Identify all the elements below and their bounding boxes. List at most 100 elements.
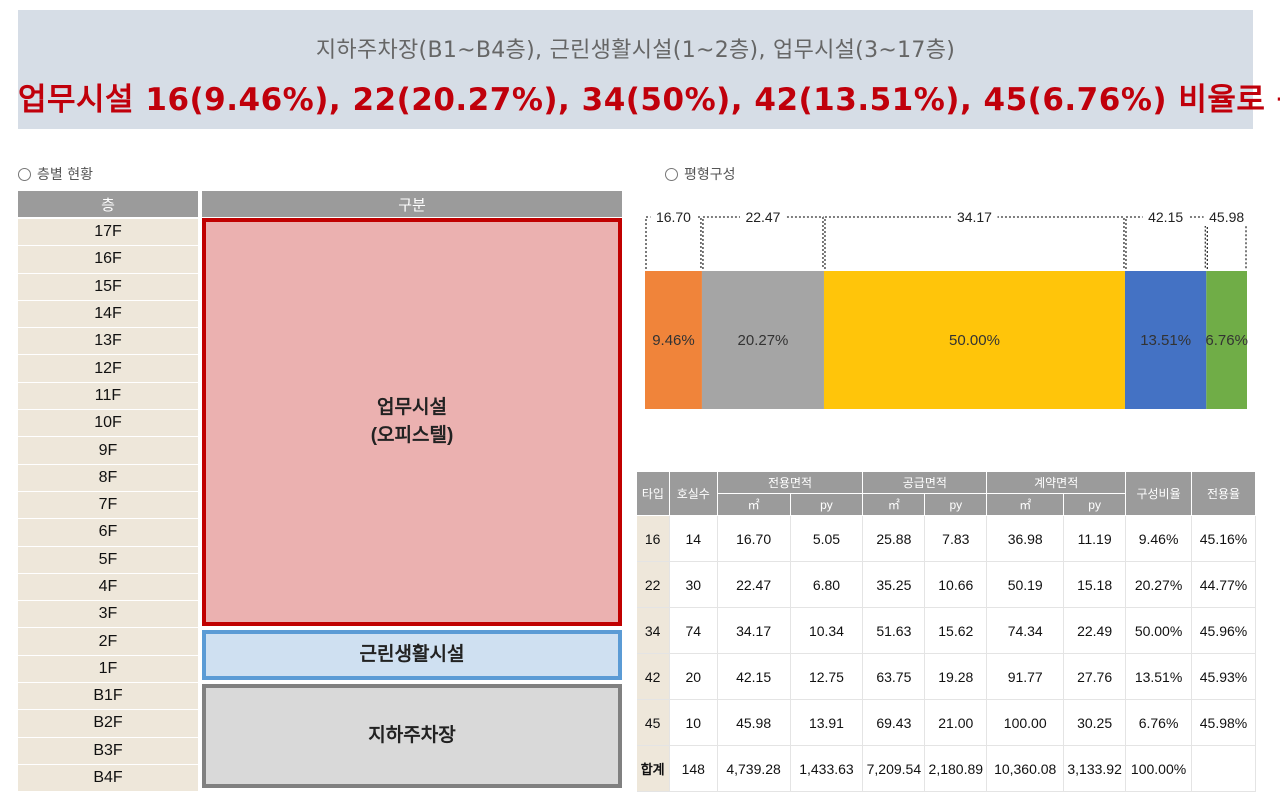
cell-ratio: 50.00%	[1125, 607, 1193, 654]
cell-exclusive-py: 10.34	[790, 607, 864, 654]
zone-parking: 지하주차장	[202, 684, 622, 788]
zone-office-label: 업무시설	[377, 397, 447, 418]
cell-ratio: 6.76%	[1125, 699, 1193, 746]
total-cell-supply-py: 2,180.89	[924, 745, 988, 792]
unit-mix-chart-svg: 9.46% 16.70 20.27% 22.47 50.00% 34.17 13.51% 42…	[645, 208, 1250, 409]
th-contract: 계약면적	[986, 471, 1127, 494]
floor-cell: B4F	[18, 764, 198, 793]
bar-percent-label: 50.00%	[949, 332, 1000, 349]
table-row: 22 30 22.47 6.80 35.25 10.66 50.19 15.18 20.27% 4…	[636, 561, 1256, 608]
bar-segment-45.98	[1206, 271, 1247, 409]
cell-count: 10	[669, 699, 718, 746]
dimension-label: 42.15	[1148, 209, 1183, 225]
cell-exclusive-py: 5.05	[790, 515, 864, 562]
dimension-label: 34.17	[957, 209, 992, 225]
cell-supply-py: 21.00	[924, 699, 988, 746]
th-count: 호실수	[668, 471, 718, 516]
dimension-bracket	[1206, 216, 1247, 269]
type-column-header: 구분	[202, 191, 622, 217]
floor-cell: 1F	[18, 655, 198, 684]
cell-exclusive-sqm: 42.15	[717, 653, 791, 700]
banner-title: 업무시설 16(9.46%), 22(20.27%), 34(50%), 42(…	[18, 82, 1280, 118]
dimension-label: 45.98	[1209, 209, 1244, 225]
cell-exclusive-sqm: 45.98	[717, 699, 791, 746]
floor-cell: 2F	[18, 628, 198, 656]
zone-office: 업무시설 (오피스텔)	[202, 218, 622, 626]
cell-contract-sqm: 91.77	[986, 653, 1065, 700]
cell-count: 14	[669, 515, 718, 562]
floor-cell: 10F	[18, 410, 198, 438]
cell-exclusive-sqm: 16.70	[717, 515, 791, 562]
dimension-label: 22.47	[745, 209, 780, 225]
zone-retail: 근린생활시설	[202, 630, 622, 680]
th-type: 타입	[636, 471, 670, 516]
dimension-bracket	[1125, 216, 1206, 269]
cell-supply-sqm: 51.63	[862, 607, 926, 654]
cell-contract-py: 15.18	[1063, 561, 1127, 608]
th-exclusive-sqm: ㎡	[716, 493, 791, 516]
table-row: 42 20 42.15 12.75 63.75 19.28 91.77 27.76 13.51%…	[636, 653, 1256, 700]
cell-exclusive-sqm: 22.47	[717, 561, 791, 608]
cell-contract-py: 27.76	[1063, 653, 1127, 700]
dimension-label: 16.70	[656, 209, 691, 225]
header-banner: 지하주차장(B1~B4층), 근린생활시설(1~2층), 업무시설(3~17층)…	[18, 10, 1280, 129]
floor-cell: 7F	[18, 491, 198, 520]
cell-type: 42	[636, 653, 670, 700]
floor-section-label: 층별 현황	[18, 164, 93, 184]
zone-office-sublabel: (오피스텔)	[370, 425, 454, 446]
cell-supply-py: 15.62	[924, 607, 988, 654]
floor-cell: 11F	[18, 382, 198, 411]
th-exclusive-py: py	[789, 493, 864, 516]
cell-ratio: 13.51%	[1125, 653, 1193, 700]
floor-cell: 15F	[18, 273, 198, 301]
cell-supply-py: 19.28	[924, 653, 988, 700]
plan-section-title: 평형구성	[684, 167, 736, 183]
plan-section-label: 평형구성	[665, 164, 736, 184]
total-cell-supply-sqm: 7,209.54	[862, 745, 926, 792]
cell-efficiency: 45.16%	[1191, 515, 1256, 562]
cell-supply-sqm: 63.75	[862, 653, 926, 700]
cell-efficiency: 45.93%	[1191, 653, 1256, 700]
cell-count: 20	[669, 653, 718, 700]
bar-percent-label: 13.51%	[1140, 332, 1191, 349]
bar-segment-16.70	[645, 271, 702, 409]
cell-contract-sqm: 100.00	[986, 699, 1065, 746]
cell-supply-py: 10.66	[924, 561, 988, 608]
total-cell-exclusive-py: 1,433.63	[790, 745, 864, 792]
cell-efficiency: 45.98%	[1191, 699, 1256, 746]
th-efficiency: 전용율	[1191, 471, 1256, 516]
floor-cell: B1F	[18, 683, 198, 711]
th-supply-sqm: ㎡	[862, 493, 926, 516]
cell-exclusive-py: 12.75	[790, 653, 864, 700]
cell-contract-py: 22.49	[1063, 607, 1127, 654]
bar-segment-42.15	[1124, 271, 1207, 409]
floor-cell: 17F	[18, 219, 198, 247]
unit-mix-chart: 9.46% 16.70 20.27% 22.47 50.00% 34.17 13.51% 42…	[640, 195, 1255, 415]
floor-cell: B3F	[18, 737, 198, 765]
cell-contract-py: 30.25	[1063, 699, 1127, 746]
floor-column-header: 층	[18, 191, 198, 217]
th-contract-sqm: ㎡	[986, 493, 1065, 516]
zone-parking-label: 지하주차장	[368, 725, 456, 746]
cell-exclusive-py: 6.80	[790, 561, 864, 608]
floor-cell: B2F	[18, 710, 198, 738]
th-supply: 공급면적	[862, 471, 988, 494]
circle-bullet-icon	[665, 167, 678, 181]
cell-ratio: 9.46%	[1125, 515, 1193, 562]
floor-list: 17F 16F 15F 14F 13F 12F 11F 10F 9F 8F 7F 6F 5F 4F 3F 2F…	[18, 219, 198, 793]
zone-retail-label: 근린생활시설	[359, 644, 465, 665]
floor-cell: 4F	[18, 573, 198, 602]
banner-subtitle: 지하주차장(B1~B4층), 근린생활시설(1~2층), 업무시설(3~17층)	[315, 38, 956, 63]
unit-table-body: 16 14 16.70 5.05 25.88 7.83 36.98 11.19 9.46% 45.…	[636, 515, 1256, 792]
cell-efficiency: 45.96%	[1191, 607, 1256, 654]
unit-table: 타입 호실수 전용면적 공급면적 계약면적 구성비율 전용율 ㎡ py ㎡ py…	[636, 471, 1256, 792]
table-row: 45 10 45.98 13.91 69.43 21.00 100.00 30.25 6.76%…	[636, 699, 1256, 746]
dimension-label-bg	[1203, 208, 1250, 226]
bar-segment-34.17	[823, 271, 1125, 409]
bar-percent-label: 20.27%	[738, 332, 789, 349]
floor-cell: 12F	[18, 355, 198, 383]
floor-cell: 8F	[18, 464, 198, 492]
cell-contract-sqm: 74.34	[986, 607, 1065, 654]
floor-cell: 13F	[18, 328, 198, 356]
dimension-label-bg	[951, 208, 998, 226]
